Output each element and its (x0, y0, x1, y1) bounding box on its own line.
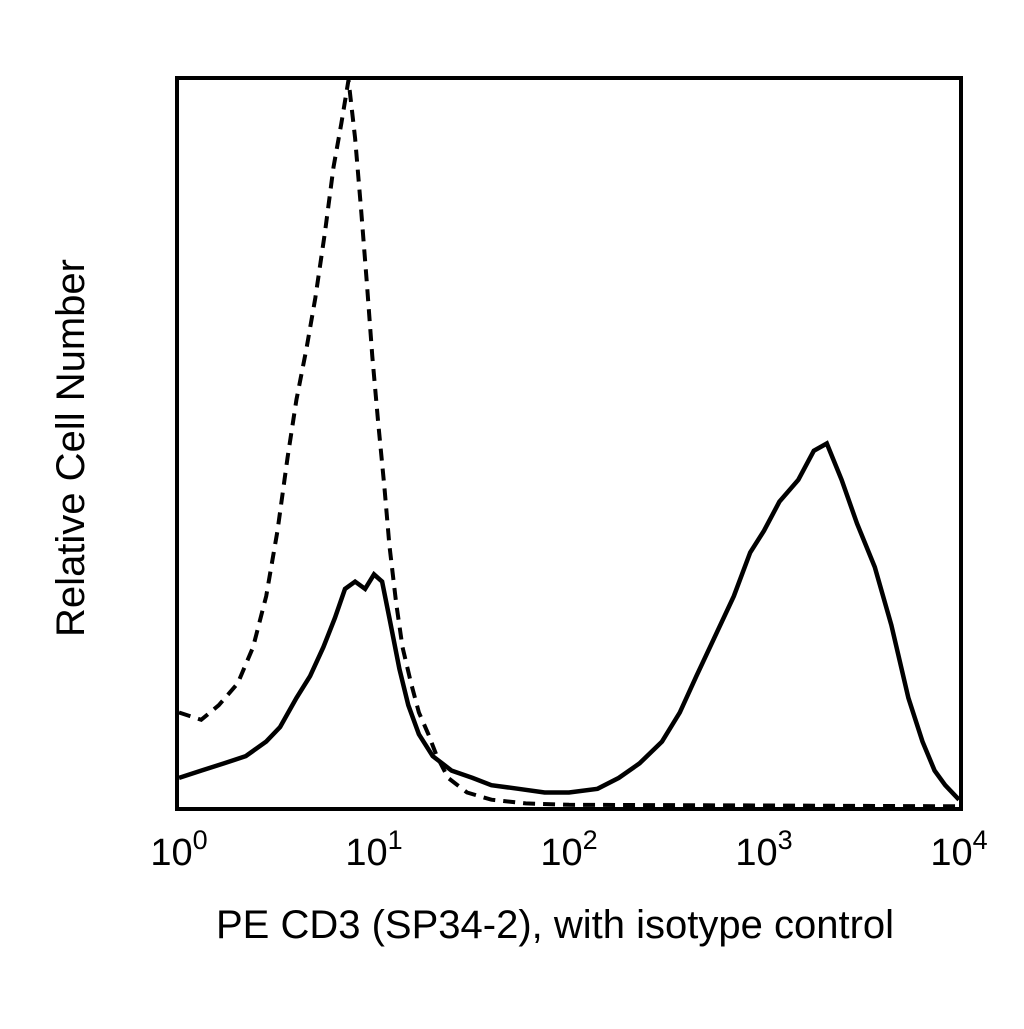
x-tick-label: 100 (150, 825, 207, 874)
x-tick-base: 10 (735, 832, 777, 874)
isotype-control-curve (178, 79, 960, 809)
x-tick-exponent: 3 (778, 825, 793, 855)
x-tick-exponent: 1 (388, 825, 403, 855)
x-tick-label: 101 (345, 825, 402, 874)
x-tick-base: 10 (150, 832, 192, 874)
x-axis-label: PE CD3 (SP34-2), with isotype control (216, 903, 894, 947)
x-tick-exponent: 2 (583, 825, 598, 855)
x-tick-layer: 100 101 102 103 104 (150, 825, 987, 874)
x-tick-label: 103 (735, 825, 792, 874)
x-tick-base: 10 (540, 832, 582, 874)
y-axis-label: Relative Cell Number (49, 259, 93, 637)
x-tick-exponent: 4 (973, 825, 988, 855)
series-layer (178, 79, 961, 809)
plot-frame (175, 76, 963, 811)
x-tick-label: 102 (540, 825, 597, 874)
x-tick-base: 10 (930, 832, 972, 874)
x-tick-exponent: 0 (193, 825, 208, 855)
x-tick-base: 10 (345, 832, 387, 874)
cd3-stained-curve (178, 440, 961, 802)
x-tick-label: 104 (930, 825, 987, 874)
